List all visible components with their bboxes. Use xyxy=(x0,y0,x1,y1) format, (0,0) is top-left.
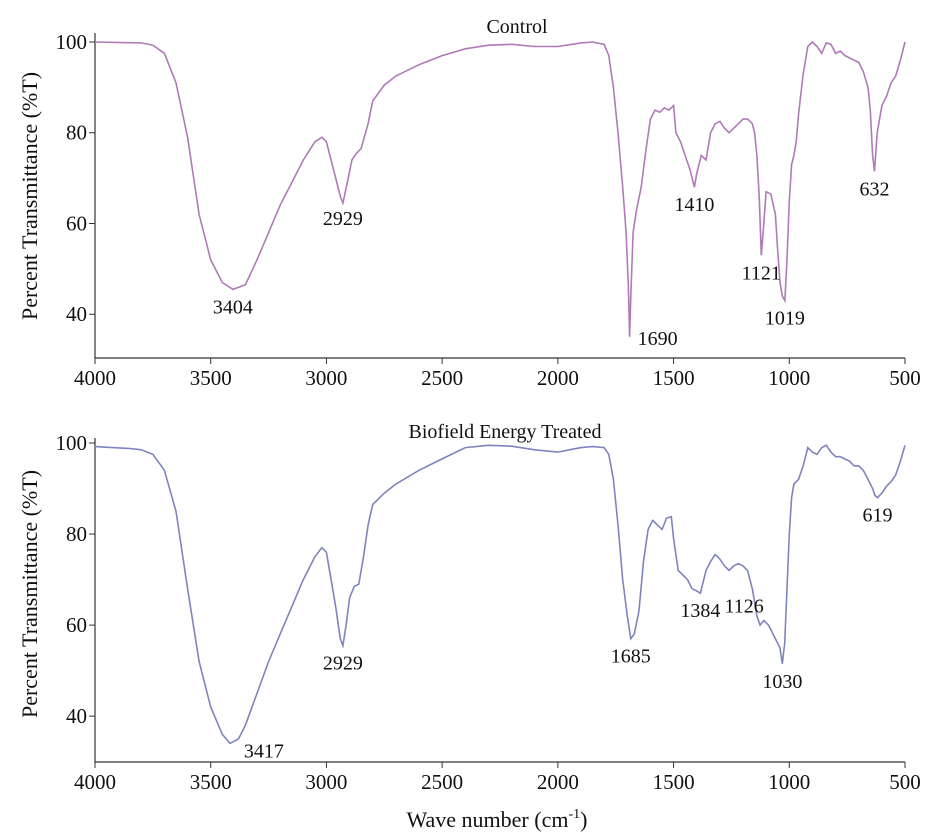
treated-x-tick-label: 2500 xyxy=(421,770,463,794)
treated-x-tick-label: 1500 xyxy=(653,770,695,794)
control-x-tick-label: 4000 xyxy=(74,366,116,390)
x-axis-title: Wave number (cm-1) xyxy=(407,807,588,832)
treated-peak-label-619: 619 xyxy=(862,505,892,527)
control-peak-label-632: 632 xyxy=(859,178,889,200)
control-y-tick-label: 80 xyxy=(66,121,87,145)
treated-y-tick-label: 100 xyxy=(56,431,88,455)
treated-peak-label-1685: 1685 xyxy=(611,646,651,668)
treated-panel-title: Biofield Energy Treated xyxy=(409,421,602,443)
control-x-tick-label: 500 xyxy=(889,366,921,390)
control-x-tick-label: 3500 xyxy=(190,366,232,390)
control-x-tick-label: 3000 xyxy=(305,366,347,390)
treated-x-tick-label: 3500 xyxy=(190,770,232,794)
treated-peak-label-1030: 1030 xyxy=(762,671,802,693)
treated-peak-label-3417: 3417 xyxy=(244,740,284,762)
treated-y-axis-title: Percent Transmittance (%T) xyxy=(17,470,42,718)
treated-x-tick-label: 4000 xyxy=(74,770,116,794)
treated-y-tick-label: 40 xyxy=(66,704,87,728)
treated-transmittance-line xyxy=(94,444,906,745)
control-peak-label-2929: 2929 xyxy=(323,208,363,230)
treated-y-tick-label: 60 xyxy=(66,613,87,637)
control-y-axis-title: Percent Transmittance (%T) xyxy=(17,72,42,320)
treated-peak-labels: 3417 2929 1685 1384 1126 1030 619 xyxy=(244,505,893,763)
control-peak-label-1690: 1690 xyxy=(638,328,678,350)
control-peak-label-1121: 1121 xyxy=(742,262,781,284)
treated-peak-label-1384: 1384 xyxy=(680,600,720,622)
treated-x-tick-label: 1000 xyxy=(768,770,810,794)
control-x-tick-label: 1000 xyxy=(768,366,810,390)
control-y-tick-label: 60 xyxy=(66,211,87,235)
treated-spectrum-panel: Biofield Energy Treated Percent Transmit… xyxy=(17,421,921,794)
control-peak-label-1410: 1410 xyxy=(674,194,714,216)
treated-x-tick-label: 500 xyxy=(889,770,921,794)
treated-peak-label-2929: 2929 xyxy=(323,653,363,675)
control-peak-label-3404: 3404 xyxy=(213,296,253,318)
control-y-tick-label: 100 xyxy=(56,30,88,54)
treated-peak-label-1126: 1126 xyxy=(724,596,763,618)
control-peak-label-1019: 1019 xyxy=(765,308,805,330)
treated-x-tick-label: 2000 xyxy=(537,770,579,794)
control-transmittance-line xyxy=(94,40,906,337)
treated-ticks: 4000 3500 3000 2500 2000 1500 1000 500 40 60 80 100 xyxy=(56,431,921,794)
control-y-tick-label: 40 xyxy=(66,302,87,326)
treated-x-tick-label: 3000 xyxy=(305,770,347,794)
control-panel-title: Control xyxy=(486,16,548,38)
x-axis-title-close: ) xyxy=(580,807,587,832)
control-x-tick-label: 2500 xyxy=(421,366,463,390)
treated-y-tick-label: 80 xyxy=(66,522,87,546)
control-x-tick-label: 1500 xyxy=(653,366,695,390)
control-spectrum-panel: Control Percent Transmittance (%T) 4000 3… xyxy=(17,16,921,390)
x-axis-title-main: Wave number (cm xyxy=(407,807,569,832)
control-peak-labels: 3404 2929 1690 1410 1121 1019 632 xyxy=(213,178,890,350)
x-axis-title-superscript: -1 xyxy=(568,807,580,822)
control-x-tick-label: 2000 xyxy=(537,366,579,390)
control-ticks: 4000 3500 3000 2500 2000 1500 1000 500 40 60 80 100 xyxy=(56,30,921,390)
